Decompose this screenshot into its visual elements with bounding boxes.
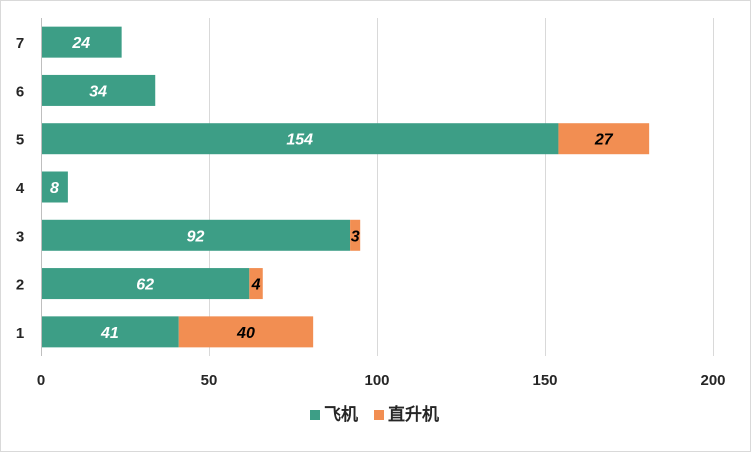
x-tick-label: 50: [201, 372, 218, 389]
y-tick-label: 6: [16, 83, 24, 100]
bar-series1: [41, 219, 351, 251]
bar-series1: [41, 171, 68, 203]
legend-swatch: [310, 410, 320, 420]
data-label: 8: [50, 180, 59, 197]
data-label: 3: [351, 228, 360, 245]
data-label: 27: [594, 132, 614, 149]
y-tick-label: 5: [16, 132, 24, 149]
legend-swatch: [374, 410, 384, 420]
bar-series2: [350, 219, 361, 251]
bar-series2: [178, 316, 314, 348]
y-tick-label: 2: [16, 277, 24, 294]
x-tick-label: 100: [364, 372, 389, 389]
bar-series1: [41, 268, 250, 300]
y-tick-label: 1: [16, 325, 24, 342]
data-label: 40: [236, 325, 255, 342]
bar-series2: [558, 123, 650, 155]
legend-label: 飞机: [324, 404, 358, 425]
data-label: 41: [100, 325, 119, 342]
bar-series2: [249, 268, 263, 300]
bar-series1: [41, 123, 559, 155]
y-tick-label: 4: [16, 180, 25, 197]
data-label: 34: [89, 83, 107, 100]
data-label: 92: [187, 228, 205, 245]
data-label: 4: [251, 277, 261, 294]
data-label: 62: [136, 277, 154, 294]
data-label: 24: [71, 35, 90, 52]
x-tick-label: 150: [532, 372, 557, 389]
bar-series1: [41, 316, 179, 348]
x-tick-label: 0: [37, 372, 45, 389]
bar-series1: [41, 74, 156, 106]
legend-label: 直升机: [388, 404, 439, 425]
y-tick-label: 3: [16, 228, 24, 245]
x-tick-label: 200: [700, 372, 725, 389]
y-tick-label: 7: [16, 35, 24, 52]
data-label: 154: [286, 132, 313, 149]
bar-series1: [41, 26, 122, 58]
